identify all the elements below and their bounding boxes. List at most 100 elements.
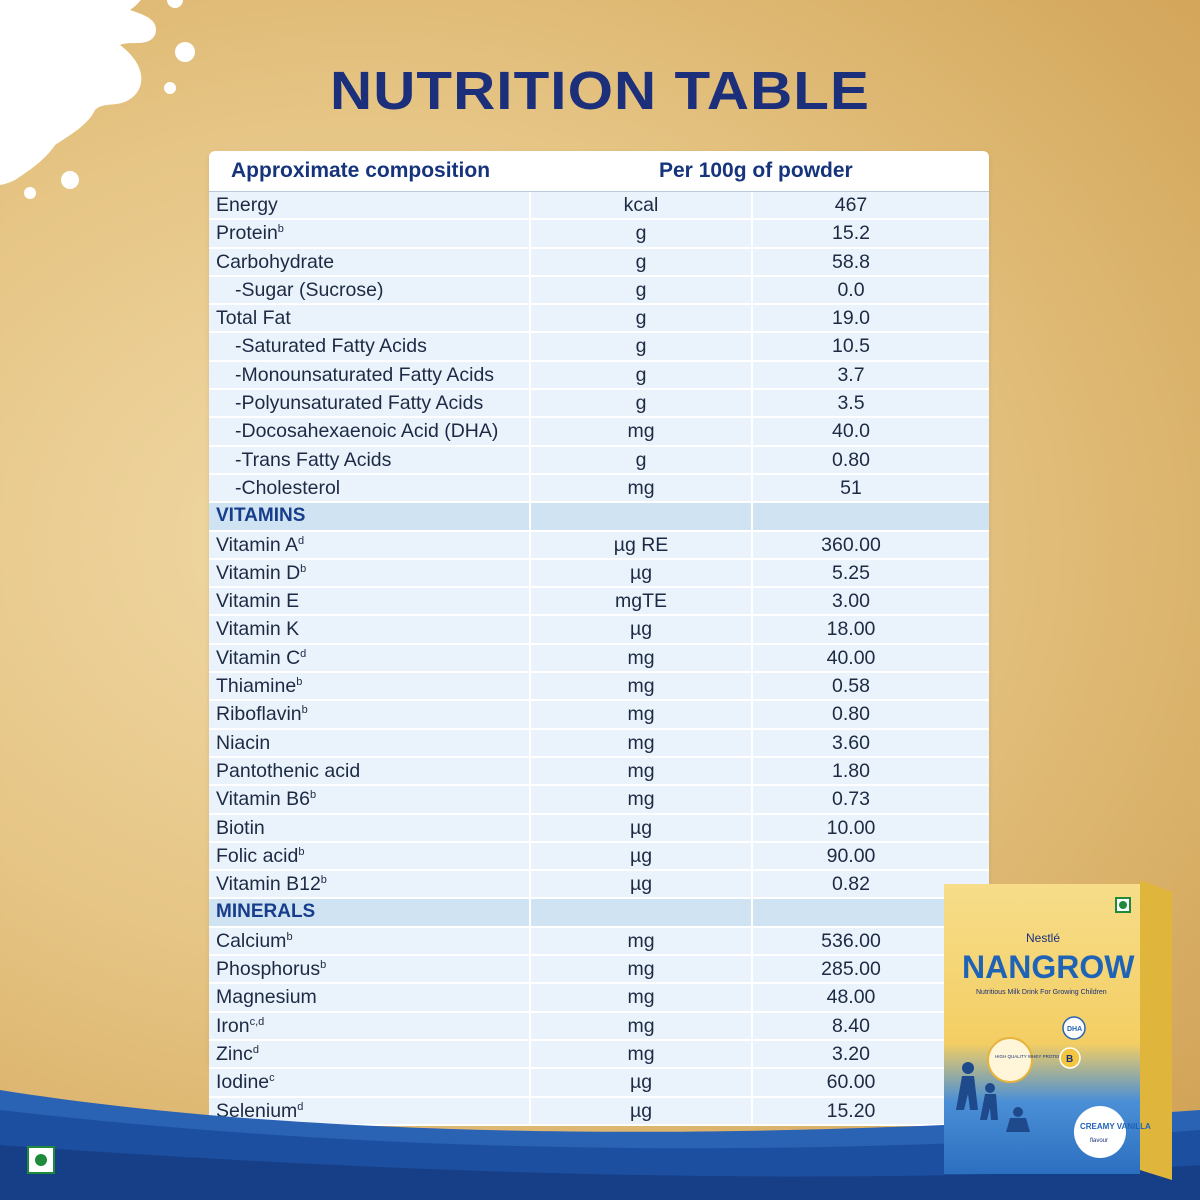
nutrient-value: 3.00 — [832, 590, 870, 613]
table-row: Niacin mg 3.60 — [209, 729, 989, 758]
nutrient-unit: µg — [531, 814, 753, 841]
nutrient-name-cell: Pantothenic acid — [209, 757, 531, 785]
nutrient-name: Protein — [216, 222, 278, 245]
nutrient-unit: g — [531, 276, 753, 304]
table-row: Magnesium mg 48.00 — [209, 984, 989, 1013]
nutrient-unit: mg — [531, 729, 753, 756]
nutrient-name-cell: Thiamineb — [209, 673, 531, 700]
nutrient-name: Phosphorus — [216, 958, 321, 981]
nutrient-unit: mg — [531, 418, 753, 445]
nutrient-name-cell: Calciumb — [209, 927, 531, 955]
table-row: Thiamineb mg 0.58 — [209, 673, 989, 702]
nutrient-name-cell: -Polyunsaturated Fatty Acids — [209, 390, 531, 417]
section-unit-cell — [531, 899, 753, 926]
nutrient-name-cell: Total Fat — [209, 305, 531, 332]
nutrient-name: Riboflavin — [216, 703, 302, 726]
nutrient-unit: µg — [531, 871, 753, 898]
nutrient-value: 19.0 — [832, 307, 870, 330]
footnote-marker: d — [297, 1100, 304, 1113]
footnote-marker: b — [320, 959, 327, 972]
nutrient-name: -Docosahexaenoic Acid (DHA) — [235, 420, 499, 443]
footnote-marker: b — [296, 676, 303, 689]
nutrient-value: 1.80 — [832, 759, 870, 782]
nutrient-unit: mg — [531, 701, 753, 728]
nutrient-unit: kcal — [531, 192, 753, 219]
table-row: -Sugar (Sucrose) g 0.0 — [209, 276, 989, 306]
table-row: Biotin µg 10.00 — [209, 814, 989, 843]
milk-splash-decoration — [0, 0, 195, 199]
nutrient-name: Energy — [216, 194, 278, 216]
nutrient-value: 15.20 — [826, 1099, 876, 1122]
nutrient-unit: µg — [531, 559, 753, 587]
nutrient-name-cell: Phosphorusb — [209, 956, 531, 983]
nutrient-name: -Cholesterol — [235, 476, 341, 499]
footnote-marker: b — [286, 930, 293, 943]
footnote-marker: c — [269, 1072, 275, 1085]
nutrient-name: -Trans Fatty Acids — [235, 448, 392, 471]
footnote-marker: d — [252, 1043, 259, 1056]
nutrient-unit: mg — [531, 474, 753, 502]
section-value-cell — [753, 503, 989, 529]
bottom-wave-decoration — [0, 1090, 1200, 1200]
nutrient-name-cell: Vitamin Db — [209, 559, 531, 587]
footnote-marker: b — [300, 562, 307, 575]
nutrient-value: 90.00 — [826, 844, 876, 867]
nutrient-unit: mg — [531, 786, 753, 813]
table-row: Vitamin Cd mg 40.00 — [209, 644, 989, 674]
nutrient-value: 5.25 — [832, 561, 870, 584]
nutrient-name: Vitamin K — [216, 618, 300, 641]
nutrient-name: Vitamin E — [216, 590, 300, 613]
page-title: NUTRITION TABLE — [330, 61, 870, 121]
table-row: Vitamin Ad µg RE 360.00 — [209, 531, 989, 560]
nutrient-unit: g — [531, 446, 753, 473]
table-row: Carbohydrate g 58.8 — [209, 248, 989, 277]
nutrient-value: 40.00 — [826, 646, 876, 669]
table-row: Vitamin E mgTE 3.00 — [209, 588, 989, 617]
nutrient-name: Biotin — [216, 816, 265, 839]
nutrient-name: Vitamin B6 — [216, 788, 310, 811]
footnote-marker: b — [298, 845, 305, 858]
nutrient-name: -Monounsaturated Fatty Acids — [235, 363, 495, 386]
nutrient-name: Vitamin A — [216, 533, 299, 556]
footnote-marker: d — [300, 647, 307, 660]
nutrient-unit: mg — [531, 673, 753, 700]
nutrient-value: 3.7 — [837, 363, 865, 386]
nutrient-name: Carbohydrate — [216, 250, 335, 273]
pack-name-text: NANGROW — [962, 949, 1135, 985]
nutrient-name-cell: -Trans Fatty Acids — [209, 446, 531, 473]
nutrient-value: 3.5 — [837, 392, 865, 415]
table-row: Seleniumd µg 15.20 — [209, 1097, 989, 1126]
nutrient-name-cell: Vitamin Ad — [209, 531, 531, 558]
nutrient-unit: g — [531, 333, 753, 360]
nutrient-value: 360.00 — [821, 533, 881, 556]
footnote-marker: b — [277, 223, 284, 236]
nutrient-name-cell: Proteinb — [209, 220, 531, 247]
nutrient-name-cell: -Monounsaturated Fatty Acids — [209, 361, 531, 389]
nutrient-value: 0.58 — [832, 675, 870, 698]
table-row: -Saturated Fatty Acids g 10.5 — [209, 333, 989, 362]
table-row: -Monounsaturated Fatty Acids g 3.7 — [209, 361, 989, 391]
section-unit-cell — [531, 503, 753, 530]
nutrient-unit: mg — [531, 1040, 753, 1068]
nutrient-value: 0.80 — [832, 448, 870, 471]
nutrient-value: 18.00 — [826, 618, 876, 641]
nutrient-unit: µg — [531, 1097, 753, 1124]
vegetarian-mark-icon — [27, 1146, 55, 1174]
nutrient-name: -Saturated Fatty Acids — [235, 335, 427, 358]
nutrient-value: 51 — [840, 476, 862, 499]
nutrient-value: 15.2 — [832, 222, 870, 245]
nutrient-unit: mg — [531, 644, 753, 672]
nutrient-name-cell: Vitamin B12b — [209, 871, 531, 898]
nutrient-name-cell: Vitamin Cd — [209, 644, 531, 672]
nutrient-unit: g — [531, 390, 753, 417]
nutrient-unit: g — [531, 305, 753, 332]
nutrient-value: 0.82 — [832, 873, 870, 896]
nutrient-name-cell: Energy — [209, 192, 531, 219]
nutrient-name-cell: -Cholesterol — [209, 474, 531, 502]
nutrient-name: Iron — [216, 1014, 250, 1037]
footnote-marker: b — [301, 704, 308, 717]
table-row: Zincd mg 3.20 — [209, 1040, 989, 1070]
nutrient-unit: µg — [531, 1069, 753, 1096]
nutrient-unit: mg — [531, 984, 753, 1011]
nutrient-name: -Sugar (Sucrose) — [235, 278, 384, 301]
